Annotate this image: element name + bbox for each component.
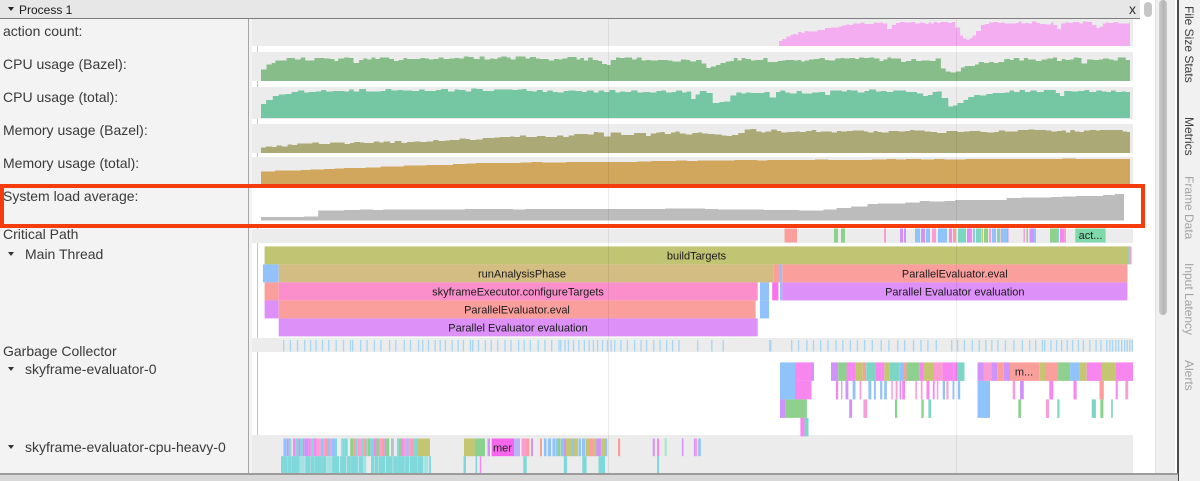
svg-text:mer: mer: [493, 443, 512, 455]
svg-text:m...: m...: [1015, 367, 1033, 379]
svg-text:act...: act...: [1079, 230, 1103, 242]
svg-text:ParallelEvaluator.eval: ParallelEvaluator.eval: [902, 268, 1008, 280]
svg-text:ParallelEvaluator.eval: ParallelEvaluator.eval: [464, 304, 570, 316]
svg-text:buildTargets: buildTargets: [667, 250, 727, 262]
svg-text:skyframeExecutor.configureTarg: skyframeExecutor.configureTargets: [432, 286, 604, 298]
svg-text:Parallel Evaluator evaluation: Parallel Evaluator evaluation: [448, 322, 587, 334]
svg-text:runAnalysisPhase: runAnalysisPhase: [478, 268, 566, 280]
svg-text:Parallel Evaluator evaluation: Parallel Evaluator evaluation: [885, 286, 1024, 298]
